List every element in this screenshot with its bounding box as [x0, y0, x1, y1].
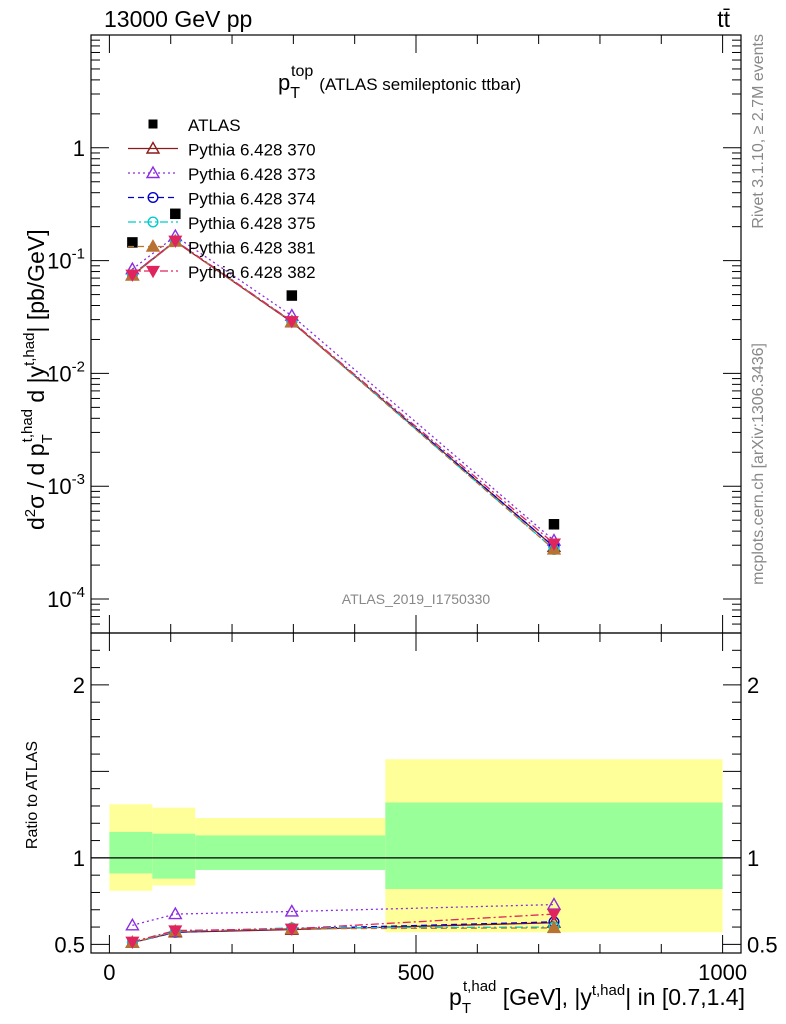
ratio-ytick-label-left-2: 2 [73, 673, 85, 698]
main-ytick-label-4: 1 [73, 136, 85, 161]
ratio-point-5-0 [125, 936, 140, 949]
legend: ATLAS Pythia 6.428 370 Pythia 6.428 373 Pyt… [128, 116, 316, 282]
ratio-series-lines [132, 903, 555, 944]
ratio-ytick-label-left-0: 0.5 [54, 932, 85, 957]
rivet-version-label: Rivet 3.1.10, ≥ 2.7M events [750, 34, 767, 229]
chart-title-rest: (ATLAS semileptonic ttbar) [319, 75, 521, 94]
legend-marker-2 [145, 165, 161, 179]
chart-title-sub: T [290, 85, 300, 102]
main-point-0-2 [286, 290, 298, 301]
main-point-0-0 [127, 237, 138, 248]
legend-label-3: Pythia 6.428 374 [188, 190, 316, 209]
main-point-6-1 [168, 235, 183, 248]
ratio-series-markers [125, 897, 562, 949]
main-ytick-label-2: 10-2 [47, 358, 85, 386]
main-point-6-3 [546, 538, 562, 551]
ratio-ytick-label-right-0: 0.5 [747, 932, 778, 957]
ratio-point-1-0 [125, 917, 140, 931]
ratio-point-1-2 [284, 904, 300, 917]
ratio-band-inner-0 [109, 831, 153, 874]
header-final-state-label: tt̄ [717, 6, 730, 32]
legend-marker-5 [145, 239, 161, 252]
main-point-6-2 [284, 316, 299, 329]
chart-title: pTtop (ATLAS semileptonic ttbar) [278, 63, 521, 102]
xtick-label-0: 0 [103, 960, 115, 985]
legend-label-2: Pythia 6.428 373 [188, 165, 316, 184]
main-point-0-1 [170, 208, 181, 220]
chart-title-sup: top [291, 63, 313, 80]
mcplots-label: mcplots.cern.ch [arXiv:1306.3436] [750, 343, 767, 585]
ratio-y-axis-label: Ratio to ATLAS [24, 741, 41, 849]
main-series-markers [125, 208, 562, 555]
chart-title-main: p [278, 70, 290, 95]
main-ytick-label-3: 10-1 [47, 246, 85, 274]
main-line-5 [131, 240, 555, 550]
legend-label-0: ATLAS [188, 116, 241, 135]
legend-marker-4 [147, 216, 159, 228]
svg-text:d2σ / d pTt,had d |yt,had| [: d2σ / d pTt,had d |yt,had| [pb/GeV] [19, 229, 56, 530]
main-ytick-label-0: 10-4 [47, 584, 85, 612]
ratio-point-5-2 [284, 923, 299, 936]
legend-label-6: Pythia 6.428 382 [188, 263, 316, 282]
legend-label-1: Pythia 6.428 370 [188, 141, 316, 160]
ratio-band-inner-1 [152, 833, 196, 879]
ratio-point-5-1 [168, 925, 183, 938]
xtick-label-2: 1000 [698, 960, 747, 985]
main-y-axis-label: d2σ / d pTt,had d |yt,had| [pb/GeV] [19, 229, 56, 530]
analysis-watermark: ATLAS_2019_I1750330 [342, 591, 491, 607]
legend-marker-0 [148, 119, 158, 129]
legend-label-4: Pythia 6.428 375 [188, 214, 316, 233]
main-line-1 [131, 240, 555, 548]
main-line-6 [131, 239, 555, 545]
ratio-point-4-3 [546, 920, 562, 934]
legend-label-5: Pythia 6.428 381 [188, 239, 316, 258]
ratio-band-inner-2 [195, 835, 386, 870]
legend-marker-3 [147, 191, 159, 203]
ratio-point-5-3 [546, 908, 562, 922]
ratio-ytick-label-left-1: 1 [73, 846, 85, 871]
x-axis-label: pTt,had [GeV], |yt,had| in [0.7,1.4] [449, 978, 745, 1017]
main-point-6-0 [125, 269, 140, 282]
main-line-4 [131, 239, 555, 550]
ratio-ytick-label-right-2: 2 [747, 673, 759, 698]
main-point-0-3 [548, 519, 560, 530]
ratio-point-1-1 [168, 906, 183, 920]
xtick-label-1: 500 [398, 960, 435, 985]
ratio-uncertainty-bands [91, 759, 741, 933]
svg-text:pTt,had [GeV], |yt,had| in [0.: pTt,had [GeV], |yt,had| in [0.7,1.4] [449, 978, 745, 1017]
header-process-label: 13000 GeV pp [104, 6, 252, 32]
ratio-band-inner-3 [385, 802, 723, 889]
ratio-ytick-label-right-1: 1 [747, 846, 759, 871]
main-ytick-label-1: 10-3 [47, 471, 85, 499]
legend-marker-6 [145, 265, 161, 279]
ratio-line-5 [132, 913, 555, 943]
main-line-3 [131, 240, 555, 548]
legend-marker-1 [145, 141, 161, 154]
main-series-lines [131, 235, 555, 550]
